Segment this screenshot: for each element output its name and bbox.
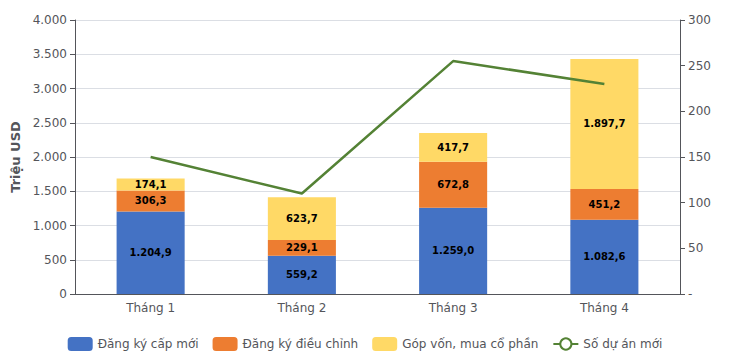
svg-text:50: 50 xyxy=(688,241,703,255)
svg-text:4.000: 4.000 xyxy=(33,13,67,27)
svg-text:Đăng ký cấp mới: Đăng ký cấp mới xyxy=(98,337,199,351)
svg-text:500: 500 xyxy=(44,253,67,267)
svg-text:200: 200 xyxy=(688,104,711,118)
svg-text:Số dự án mới: Số dự án mới xyxy=(583,337,662,351)
svg-text:559,2: 559,2 xyxy=(286,269,318,280)
svg-text:1.000: 1.000 xyxy=(33,219,67,233)
svg-text:3.000: 3.000 xyxy=(33,82,67,96)
svg-text:1.897,7: 1.897,7 xyxy=(583,118,625,129)
svg-text:623,7: 623,7 xyxy=(286,213,318,224)
svg-text:250: 250 xyxy=(688,59,711,73)
svg-text:-: - xyxy=(688,287,692,301)
svg-text:451,2: 451,2 xyxy=(589,199,621,210)
svg-text:0: 0 xyxy=(59,287,67,301)
svg-text:2.000: 2.000 xyxy=(33,150,67,164)
svg-text:Tháng 2: Tháng 2 xyxy=(276,301,326,315)
svg-text:1.500: 1.500 xyxy=(33,184,67,198)
svg-text:3.500: 3.500 xyxy=(33,47,67,61)
svg-text:417,7: 417,7 xyxy=(437,142,469,153)
svg-text:Đăng ký điều chỉnh: Đăng ký điều chỉnh xyxy=(243,337,359,351)
svg-text:229,1: 229,1 xyxy=(286,242,318,253)
svg-text:Tháng 3: Tháng 3 xyxy=(428,301,478,315)
svg-text:2.500: 2.500 xyxy=(33,116,67,130)
svg-text:1.259,0: 1.259,0 xyxy=(432,245,474,256)
svg-text:174,1: 174,1 xyxy=(135,179,167,190)
svg-text:100: 100 xyxy=(688,196,711,210)
svg-text:Triệu USD: Triệu USD xyxy=(8,121,23,193)
svg-text:Tháng 4: Tháng 4 xyxy=(579,301,629,315)
svg-text:300: 300 xyxy=(688,13,711,27)
svg-text:306,3: 306,3 xyxy=(135,195,167,206)
svg-text:672,8: 672,8 xyxy=(437,179,469,190)
svg-text:150: 150 xyxy=(688,150,711,164)
svg-text:Góp vốn, mua cổ phần: Góp vốn, mua cổ phần xyxy=(402,337,538,351)
svg-text:Tháng 1: Tháng 1 xyxy=(125,301,175,315)
svg-text:1.204,9: 1.204,9 xyxy=(129,247,171,258)
svg-text:1.082,6: 1.082,6 xyxy=(583,251,625,262)
